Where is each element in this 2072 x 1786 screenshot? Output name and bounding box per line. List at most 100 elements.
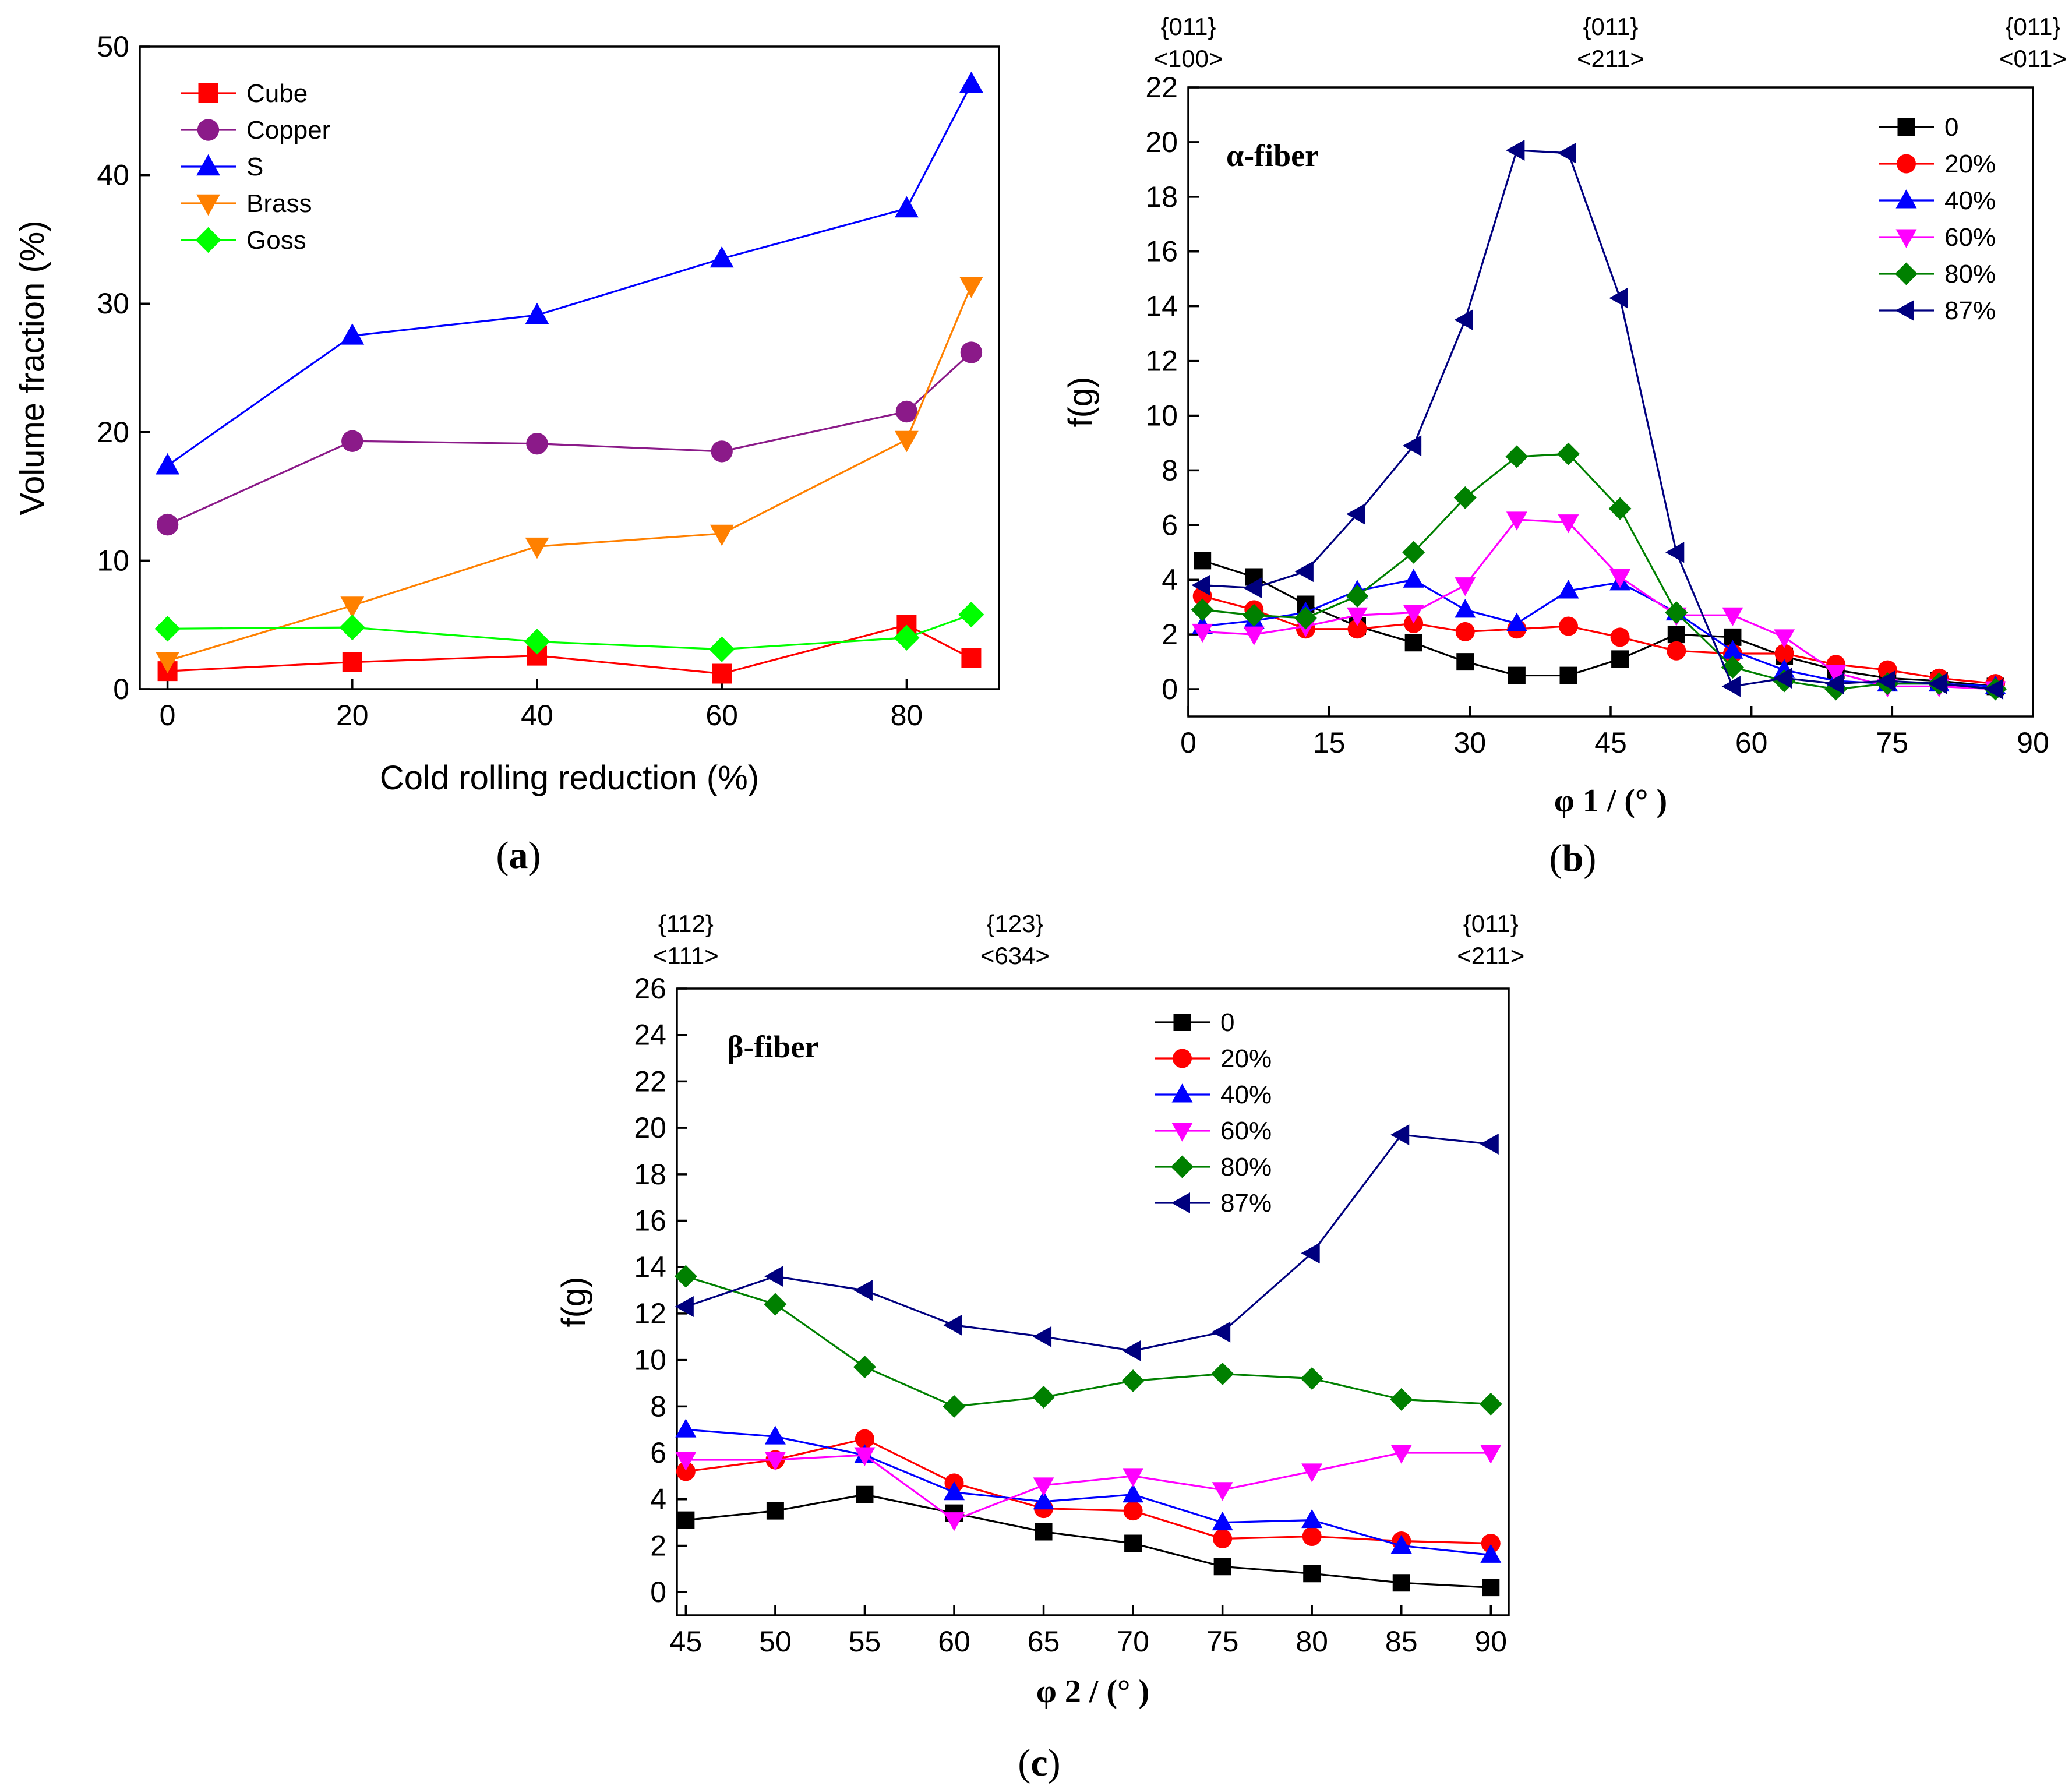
x-tick-label: 60 xyxy=(705,699,738,732)
legend-marker xyxy=(1897,154,1916,174)
data-point xyxy=(1212,1482,1233,1501)
data-point xyxy=(1665,601,1688,624)
x-tick-label: 45 xyxy=(670,1625,703,1658)
y-tick-label: 20 xyxy=(97,416,129,449)
data-point xyxy=(1194,552,1212,570)
data-point xyxy=(1302,1527,1322,1547)
data-point xyxy=(1608,497,1632,520)
data-point xyxy=(1243,577,1262,599)
x-tick-label: 65 xyxy=(1028,1625,1060,1658)
y-tick-label: 0 xyxy=(1162,673,1178,705)
x-tick-label: 80 xyxy=(891,699,923,732)
legend: 0 20% 40% 60% 80% 87% xyxy=(1155,1008,1272,1217)
data-point xyxy=(894,624,920,651)
x-tick-label: 70 xyxy=(1117,1625,1149,1658)
data-point xyxy=(524,629,550,655)
y-tick-label: 6 xyxy=(650,1436,666,1469)
series-c-5 xyxy=(675,1124,1499,1361)
x-axis-label: Cold rolling reduction (%) xyxy=(380,759,759,797)
y-tick-label: 14 xyxy=(1145,290,1178,323)
data-point xyxy=(959,277,983,298)
x-tick-label: 60 xyxy=(1735,726,1768,759)
x-axis-label: φ 2 / (° ) xyxy=(1036,1674,1149,1710)
orientation-label-plane: {123} xyxy=(986,910,1043,937)
data-point xyxy=(1346,584,1369,608)
data-point xyxy=(1481,1533,1501,1553)
legend-marker xyxy=(197,119,220,141)
legend-label: 60% xyxy=(1220,1117,1272,1145)
legend-label: 20% xyxy=(1944,150,1996,178)
y-axis-label: Volume fraction (%) xyxy=(13,220,51,515)
panel-label-close: ) xyxy=(1048,1742,1061,1784)
data-point xyxy=(1724,628,1742,646)
data-point xyxy=(1453,486,1477,509)
series-line xyxy=(1202,595,1996,685)
panel-label: (c) xyxy=(1018,1742,1060,1784)
data-point xyxy=(1033,1477,1054,1496)
series-a-2 xyxy=(156,71,983,475)
data-point xyxy=(1610,627,1630,647)
y-tick-label: 10 xyxy=(97,544,129,577)
data-point xyxy=(340,323,365,345)
series-a-1 xyxy=(156,341,983,536)
y-tick-label: 20 xyxy=(634,1111,666,1144)
panel-label-close: ) xyxy=(528,834,541,877)
data-point xyxy=(1191,574,1210,596)
data-point xyxy=(1211,1321,1231,1343)
data-point xyxy=(959,71,983,93)
legend-marker xyxy=(196,194,220,216)
data-point xyxy=(1482,1579,1500,1597)
data-point xyxy=(1456,653,1474,671)
data-point xyxy=(894,196,919,218)
data-point xyxy=(1294,606,1317,630)
data-point xyxy=(1824,673,1844,694)
data-point xyxy=(856,1485,874,1503)
series-line xyxy=(167,83,972,467)
fiber-title: α-fiber xyxy=(1226,138,1319,173)
series-a-4 xyxy=(154,601,984,662)
data-point xyxy=(1301,1509,1323,1529)
data-point xyxy=(960,341,983,363)
y-tick-label: 12 xyxy=(634,1297,666,1330)
legend-marker xyxy=(198,83,218,103)
data-point xyxy=(894,430,919,453)
panel-label-open: ( xyxy=(1018,1742,1030,1784)
series-line xyxy=(1202,518,1996,690)
legend-label: 60% xyxy=(1944,223,1996,252)
y-tick-label: 4 xyxy=(1162,563,1178,596)
data-point xyxy=(1123,1484,1144,1503)
y-tick-label: 22 xyxy=(1145,71,1178,104)
data-point xyxy=(709,636,735,662)
data-point xyxy=(711,440,733,463)
legend-marker xyxy=(1895,262,1918,285)
legend-label: 40% xyxy=(1944,186,1996,215)
legend-marker xyxy=(1895,229,1917,248)
data-point xyxy=(1294,561,1314,583)
data-point xyxy=(1455,622,1475,641)
legend-marker xyxy=(1171,1083,1193,1103)
x-tick-label: 60 xyxy=(938,1625,970,1658)
y-tick-label: 50 xyxy=(97,30,129,63)
legend: 0 20% 40% 60% 80% 87% xyxy=(1879,113,1996,325)
x-tick-label: 75 xyxy=(1206,1625,1239,1658)
series-line xyxy=(1202,453,1996,690)
series-line xyxy=(686,1494,1491,1589)
legend-marker xyxy=(1897,118,1915,136)
series-line xyxy=(685,1134,1491,1352)
data-point xyxy=(1984,679,2004,700)
data-point xyxy=(1455,577,1476,596)
data-point xyxy=(1609,287,1628,309)
y-tick-label: 0 xyxy=(113,673,129,705)
legend-marker xyxy=(1171,1155,1194,1178)
data-point xyxy=(675,1452,697,1471)
orientation-label-plane: {011} xyxy=(2005,13,2060,40)
legend-marker xyxy=(1171,1192,1190,1213)
data-point xyxy=(1301,1243,1320,1264)
data-point xyxy=(853,1280,873,1301)
data-point xyxy=(1774,644,1794,663)
data-point xyxy=(1773,668,1792,689)
legend-label: 0 xyxy=(1944,113,1958,142)
legend-marker xyxy=(1895,189,1917,209)
series-c-0 xyxy=(677,1485,1500,1597)
